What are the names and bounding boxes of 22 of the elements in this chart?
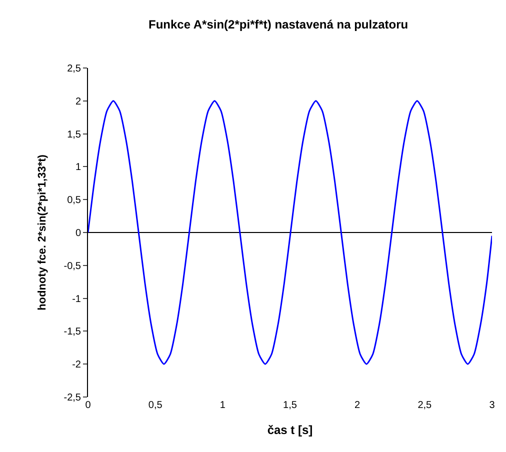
- x-axis-title: čas t [s]: [267, 422, 313, 437]
- x-tick-label: 0,5: [148, 400, 163, 411]
- x-tick-label: 2,5: [418, 400, 432, 411]
- y-tick-label: -0,5: [64, 260, 82, 272]
- y-tick-label: -2: [72, 360, 82, 371]
- y-tick-label: 0,5: [67, 195, 82, 206]
- y-tick-label: 0: [75, 228, 82, 239]
- y-tick-label: 2: [75, 96, 82, 108]
- y-tick-label: 1: [75, 162, 82, 174]
- line-series: [88, 100, 492, 365]
- x-tick-label: 2: [354, 400, 361, 411]
- y-axis-title: hodnoty fce. 2*sin(2*pi*1,33*t): [36, 154, 48, 310]
- chart-title: Funkce A*sin(2*pi*f*t) nastavená na pulzatoru: [148, 18, 408, 32]
- x-tick-label: 1,5: [283, 400, 298, 411]
- y-tick-label: 1,5: [67, 129, 82, 140]
- x-tick-label: 0: [85, 400, 92, 411]
- y-tick-label: -1,5: [64, 326, 82, 338]
- x-tick-label: 1: [220, 400, 226, 411]
- y-tick-label: -1: [72, 294, 82, 305]
- x-tick-label: 3: [489, 400, 496, 411]
- y-tick-label: 2,5: [67, 64, 82, 74]
- y-tick-label: -2,5: [64, 392, 82, 404]
